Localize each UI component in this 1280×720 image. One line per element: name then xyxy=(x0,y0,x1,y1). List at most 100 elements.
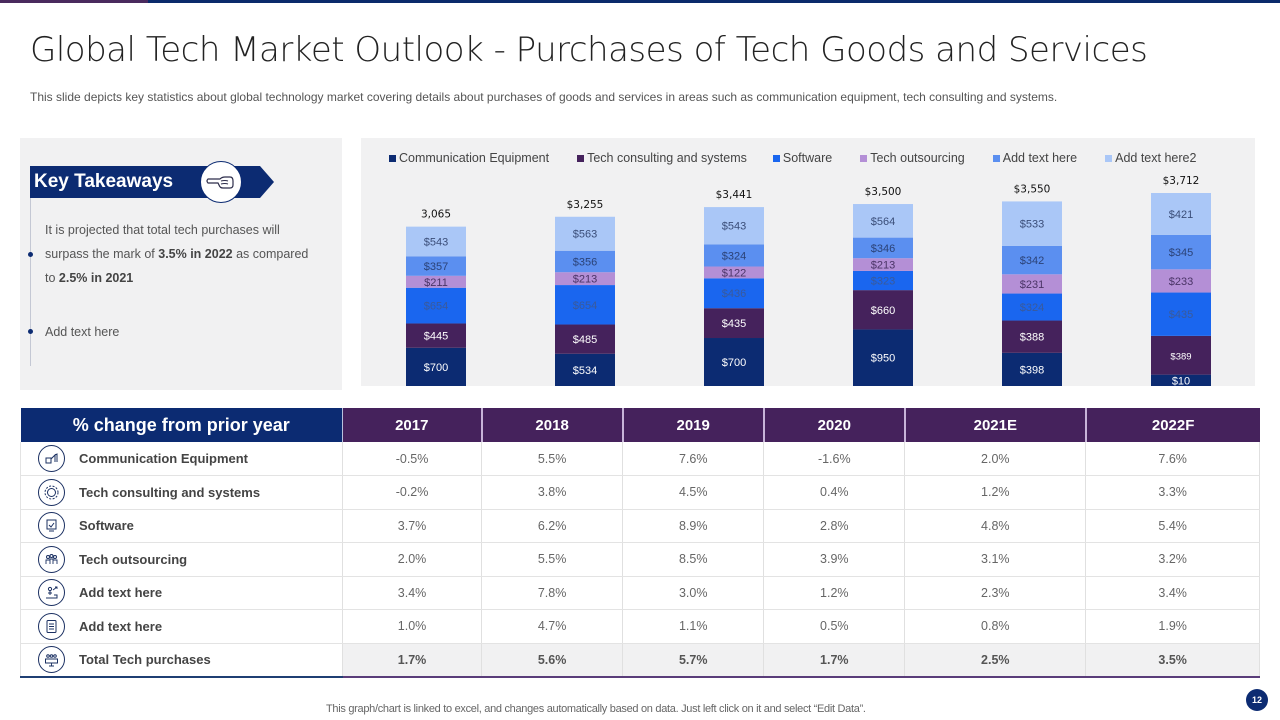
table-cell-value: 0.8% xyxy=(904,609,1087,644)
bar-segment[interactable] xyxy=(1151,234,1211,270)
table-cell-value: 4.5% xyxy=(622,475,765,510)
bar-segment[interactable] xyxy=(406,323,466,348)
table-cell-value: 8.9% xyxy=(622,509,765,543)
bar-segment[interactable] xyxy=(853,270,913,291)
table-header-row: % change from prior year 2017 2018 2019 202… xyxy=(20,408,1260,442)
bar-segment[interactable] xyxy=(555,353,615,386)
bar-segment[interactable] xyxy=(1002,274,1062,294)
table-cell-value: 1.9% xyxy=(1085,609,1260,644)
bar-data-label: $654 xyxy=(424,301,448,313)
table-row: Communication Equipment -0.5% 5.5% 7.6% -1.6… xyxy=(20,442,1260,476)
table-cell-value: 5.5% xyxy=(481,542,624,577)
bar-data-label: $950 xyxy=(871,353,895,365)
legend-swatch xyxy=(772,154,780,162)
table-cell-value: 3.4% xyxy=(1085,576,1260,610)
bar-segment[interactable] xyxy=(704,244,764,267)
bar-segment[interactable] xyxy=(704,338,764,386)
bar-data-label: $398 xyxy=(1020,364,1044,376)
bar-data-label: $10 xyxy=(1172,375,1190,386)
bar-data-label: $346 xyxy=(871,243,895,255)
table-header-label: % change from prior year xyxy=(20,408,343,442)
takeaway-text: It is projected that total tech purchase… xyxy=(45,223,280,261)
takeaways-timeline-line xyxy=(30,198,31,366)
stacked-bar-chart-panel[interactable]: Communication Equipment Tech consulting a… xyxy=(361,138,1255,386)
table-cell-value: 5.5% xyxy=(481,442,624,476)
bar-segment[interactable] xyxy=(1002,293,1062,321)
bar-segment[interactable] xyxy=(406,347,466,386)
table-cell-value: 4.8% xyxy=(904,509,1087,543)
bar-segment[interactable] xyxy=(1151,374,1211,386)
bar-segment[interactable] xyxy=(406,226,466,257)
bar-data-label: $323 xyxy=(871,276,895,288)
table-cell-value: 2.3% xyxy=(904,576,1087,610)
table-cell-value: 1.2% xyxy=(763,576,906,610)
bar-segment[interactable] xyxy=(853,237,913,259)
bar-data-label: $700 xyxy=(722,357,746,369)
row-label: Add text here xyxy=(79,585,163,601)
takeaway-item-1: It is projected that total tech purchase… xyxy=(45,218,315,290)
bar-segment[interactable] xyxy=(704,266,764,279)
bullet-dot xyxy=(28,252,33,257)
presentation-icon xyxy=(38,646,65,673)
bar-segment[interactable] xyxy=(406,275,466,288)
bar-segment[interactable] xyxy=(1151,335,1211,375)
bar-segment[interactable] xyxy=(555,285,615,325)
bar-segment[interactable] xyxy=(1002,320,1062,353)
row-label-cell: Tech consulting and systems xyxy=(20,475,343,510)
row-label: Add text here xyxy=(79,618,163,634)
bar-segment[interactable] xyxy=(406,256,466,276)
bar-data-label: $660 xyxy=(871,305,895,317)
legend-item: Communication Equipment xyxy=(389,151,549,165)
bar-segment[interactable] xyxy=(853,290,913,330)
bar-segment[interactable] xyxy=(1151,292,1211,336)
bar-data-label: $654 xyxy=(573,300,597,312)
bar-segment[interactable] xyxy=(704,207,764,245)
table-cell-value: 2.0% xyxy=(342,542,483,577)
bar-data-label: $388 xyxy=(1020,332,1044,344)
bar-segment[interactable] xyxy=(555,250,615,273)
legend-swatch xyxy=(577,154,585,162)
bar-segment[interactable] xyxy=(1151,269,1211,293)
bar-data-label: $342 xyxy=(1020,255,1044,267)
key-takeaways-panel: Key Takeaways It is projected that total… xyxy=(20,138,342,390)
bar-segment[interactable] xyxy=(853,329,913,386)
takeaway-highlight-2022: 3.5% in 2022 xyxy=(158,247,233,261)
bar-segment[interactable] xyxy=(1151,193,1211,235)
bar-segment[interactable] xyxy=(853,258,913,271)
bar-data-label: $213 xyxy=(871,260,895,272)
bar-segment[interactable] xyxy=(853,204,913,238)
bar-segment[interactable] xyxy=(704,308,764,339)
bar-data-label: $485 xyxy=(573,334,597,346)
legend-item: Software xyxy=(772,151,832,165)
row-label-cell: Communication Equipment xyxy=(20,442,343,476)
bar-segment[interactable] xyxy=(704,278,764,309)
bar-data-label: $533 xyxy=(1020,219,1044,231)
bar-data-label: $421 xyxy=(1169,209,1193,221)
legend-item: Tech consulting and systems xyxy=(577,151,747,165)
row-label-wrap: Add text here xyxy=(21,612,342,640)
bar-segment[interactable] xyxy=(555,216,615,251)
row-label: Communication Equipment xyxy=(79,451,248,466)
table-header-year: 2018 xyxy=(481,408,624,442)
growth-person-icon xyxy=(38,579,65,607)
bar-data-label: $231 xyxy=(1020,279,1044,291)
bar-data-label: $324 xyxy=(1020,302,1044,314)
bar-segment[interactable] xyxy=(1002,201,1062,246)
takeaway-highlight-2021: 2.5% in 2021 xyxy=(58,271,134,285)
bar-segment[interactable] xyxy=(555,324,615,354)
table-cell-value: 2.8% xyxy=(763,509,906,543)
row-label-cell: Add text here xyxy=(20,609,343,644)
row-label-cell: Add text here xyxy=(20,576,343,610)
bar-segment[interactable] xyxy=(406,287,466,324)
table-cell-value: -0.2% xyxy=(342,475,483,510)
row-label-wrap: Tech outsourcing xyxy=(21,545,342,573)
table-cell-value: 4.7% xyxy=(481,609,624,644)
table-row-total: Total Tech purchases 1.7% 5.6% 5.7% 1.7% 2.5%… xyxy=(20,643,1260,678)
bar-segment[interactable] xyxy=(1002,352,1062,386)
document-icon xyxy=(38,612,65,640)
bar-segment[interactable] xyxy=(1002,245,1062,275)
row-label-cell: Tech outsourcing xyxy=(20,542,343,577)
bar-data-label: $436 xyxy=(722,288,746,300)
bar-segment[interactable] xyxy=(555,272,615,286)
table-cell-value: 7.6% xyxy=(1085,442,1260,476)
